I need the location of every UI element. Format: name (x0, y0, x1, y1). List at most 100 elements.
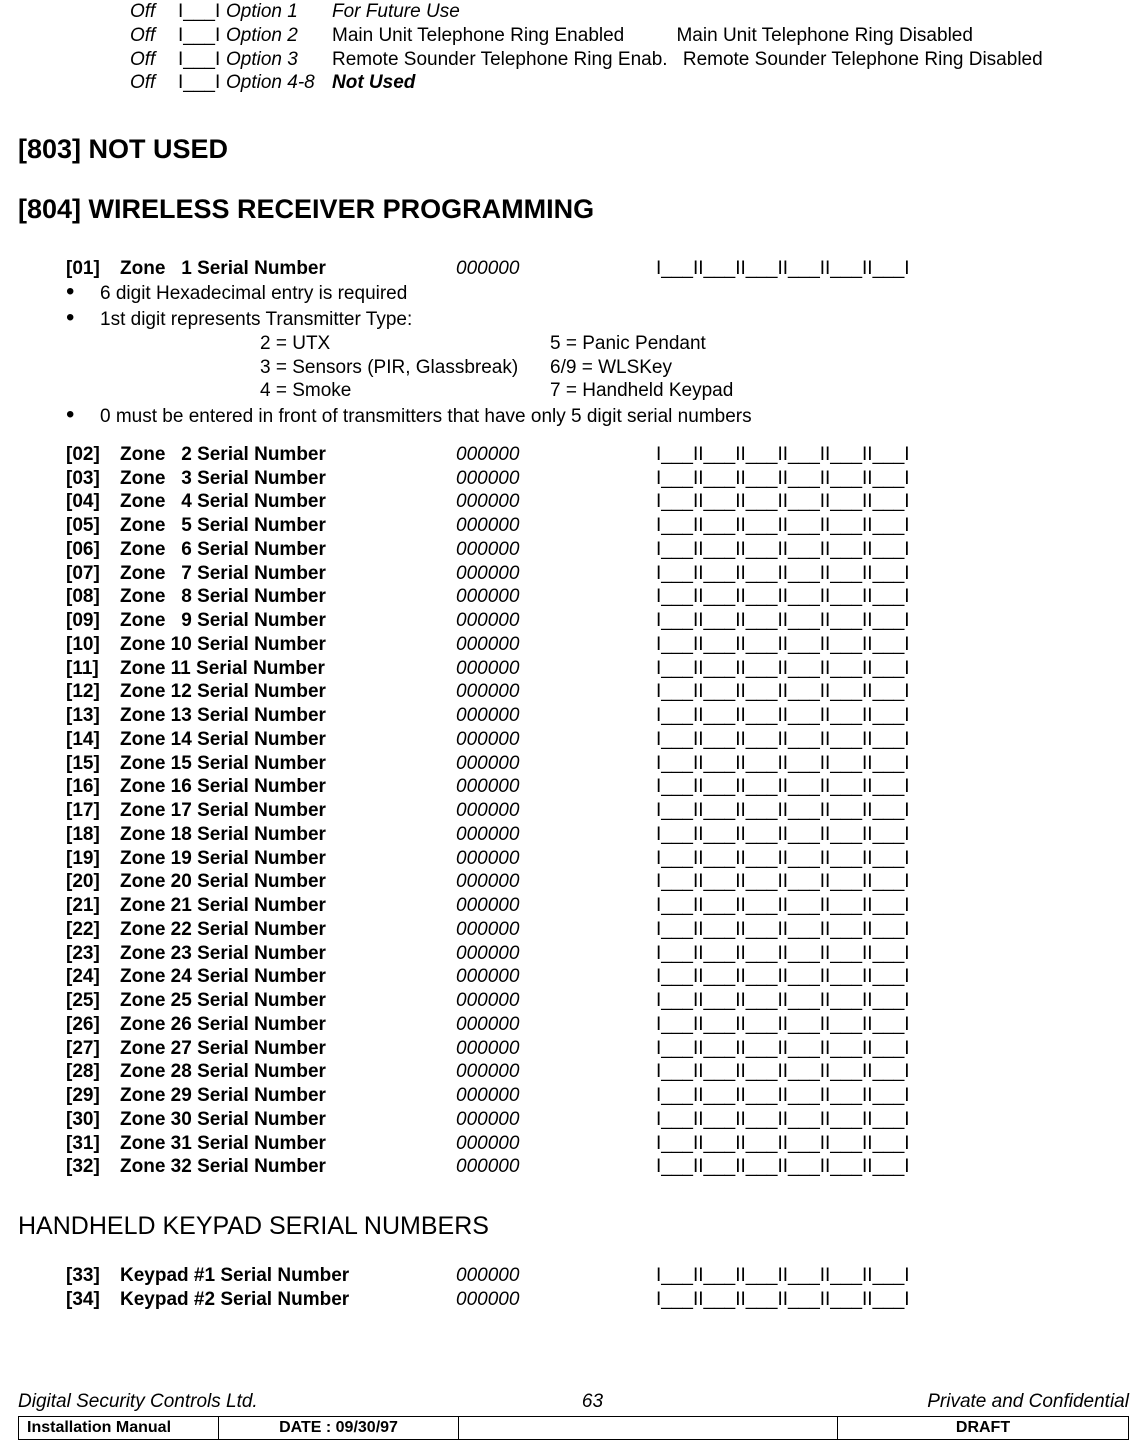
zone-list: [02]Zone 2 Serial Number000000I___II___I… (66, 443, 1129, 1179)
serial-label: Zone 22 Serial Number (120, 918, 456, 942)
serial-row: [26]Zone 26 Serial Number000000I___II___… (66, 1013, 1129, 1037)
bullet-text: 6 digit Hexadecimal entry is required (100, 282, 407, 306)
serial-boxes: I___II___II___II___II___II___I (656, 728, 910, 752)
option-slot: I___I (178, 24, 226, 48)
serial-idx: [14] (66, 728, 120, 752)
serial-row: [24]Zone 24 Serial Number000000I___II___… (66, 965, 1129, 989)
option-number: Option 2 (226, 24, 332, 48)
serial-row: [10]Zone 10 Serial Number000000I___II___… (66, 633, 1129, 657)
serial-label: Zone 15 Serial Number (120, 752, 456, 776)
serial-default: 000000 (456, 704, 656, 728)
option-slot: I___I (178, 0, 226, 24)
serial-row: [32]Zone 32 Serial Number000000I___II___… (66, 1155, 1129, 1179)
serial-row: [28]Zone 28 Serial Number000000I___II___… (66, 1060, 1129, 1084)
option-desc: For Future Use (332, 0, 460, 24)
serial-row: [34]Keypad #2 Serial Number000000I___II_… (66, 1288, 1129, 1312)
serial-idx: [25] (66, 989, 120, 1013)
serial-row: [23]Zone 23 Serial Number000000I___II___… (66, 942, 1129, 966)
serial-boxes: I___II___II___II___II___II___I (656, 704, 910, 728)
serial-idx: [22] (66, 918, 120, 942)
serial-boxes: I___II___II___II___II___II___I (656, 870, 910, 894)
serial-label: Zone 5 Serial Number (120, 514, 456, 538)
option-number: Option 3 (226, 48, 332, 72)
serial-default: 000000 (456, 1288, 656, 1312)
serial-row: [33]Keypad #1 Serial Number000000I___II_… (66, 1264, 1129, 1288)
serial-default: 000000 (456, 799, 656, 823)
serial-default: 000000 (456, 1060, 656, 1084)
serial-label: Zone 17 Serial Number (120, 799, 456, 823)
serial-default: 000000 (456, 775, 656, 799)
serial-idx: [18] (66, 823, 120, 847)
serial-default: 000000 (456, 562, 656, 586)
serial-idx: [02] (66, 443, 120, 467)
tx-left: 2 = UTX (260, 332, 550, 356)
serial-label: Zone 23 Serial Number (120, 942, 456, 966)
serial-default: 000000 (456, 1013, 656, 1037)
serial-row: [31]Zone 31 Serial Number000000I___II___… (66, 1132, 1129, 1156)
serial-default: 000000 (456, 1264, 656, 1288)
serial-idx: [21] (66, 894, 120, 918)
option-desc-right: Main Unit Telephone Ring Disabled (634, 24, 973, 48)
serial-label: Zone 32 Serial Number (120, 1155, 456, 1179)
serial-idx: [19] (66, 847, 120, 871)
serial-label: Keypad #1 Serial Number (120, 1264, 456, 1288)
serial-idx: [34] (66, 1288, 120, 1312)
serial-boxes: I___II___II___II___II___II___I (656, 1132, 910, 1156)
serial-boxes: I___II___II___II___II___II___I (656, 1155, 910, 1179)
serial-default: 000000 (456, 870, 656, 894)
serial-boxes: I___II___II___II___II___II___I (656, 490, 910, 514)
serial-idx: [06] (66, 538, 120, 562)
serial-default: 000000 (456, 538, 656, 562)
serial-idx: [05] (66, 514, 120, 538)
zone-label: Zone 1 Serial Number (120, 257, 456, 281)
zone-boxes: I___II___II___II___II___II___I (656, 257, 910, 281)
serial-label: Zone 10 Serial Number (120, 633, 456, 657)
serial-label: Zone 30 Serial Number (120, 1108, 456, 1132)
tx-left: 3 = Sensors (PIR, Glassbreak) (260, 356, 550, 380)
option-off: Off (130, 0, 178, 24)
serial-idx: [24] (66, 965, 120, 989)
serial-default: 000000 (456, 847, 656, 871)
serial-row: [04]Zone 4 Serial Number000000I___II___I… (66, 490, 1129, 514)
footer-draft: DRAFT (838, 1417, 1128, 1439)
serial-default: 000000 (456, 894, 656, 918)
serial-row: [03]Zone 3 Serial Number000000I___II___I… (66, 467, 1129, 491)
serial-boxes: I___II___II___II___II___II___I (656, 1084, 910, 1108)
serial-boxes: I___II___II___II___II___II___I (656, 965, 910, 989)
footer-page: 63 (582, 1390, 603, 1414)
serial-default: 000000 (456, 467, 656, 491)
tx-right: 7 = Handheld Keypad (550, 379, 733, 403)
tx-right: 6/9 = WLSKey (550, 356, 672, 380)
tx-left: 4 = Smoke (260, 379, 550, 403)
serial-label: Zone 12 Serial Number (120, 680, 456, 704)
serial-boxes: I___II___II___II___II___II___I (656, 467, 910, 491)
serial-label: Zone 4 Serial Number (120, 490, 456, 514)
serial-default: 000000 (456, 823, 656, 847)
serial-label: Zone 8 Serial Number (120, 585, 456, 609)
serial-row: [30]Zone 30 Serial Number000000I___II___… (66, 1108, 1129, 1132)
serial-default: 000000 (456, 443, 656, 467)
serial-idx: [27] (66, 1037, 120, 1061)
serial-boxes: I___II___II___II___II___II___I (656, 1264, 910, 1288)
serial-default: 000000 (456, 1084, 656, 1108)
serial-default: 000000 (456, 752, 656, 776)
serial-label: Zone 28 Serial Number (120, 1060, 456, 1084)
serial-row: [13]Zone 13 Serial Number000000I___II___… (66, 704, 1129, 728)
option-slot: I___I (178, 71, 226, 95)
serial-idx: [31] (66, 1132, 120, 1156)
serial-label: Zone 29 Serial Number (120, 1084, 456, 1108)
serial-label: Zone 11 Serial Number (120, 657, 456, 681)
serial-boxes: I___II___II___II___II___II___I (656, 514, 910, 538)
serial-row: [02]Zone 2 Serial Number000000I___II___I… (66, 443, 1129, 467)
serial-row: [17]Zone 17 Serial Number000000I___II___… (66, 799, 1129, 823)
footer-doc: Installation Manual (19, 1417, 219, 1439)
option-row: OffI___IOption 4-8Not Used (130, 71, 1129, 95)
serial-label: Zone 9 Serial Number (120, 609, 456, 633)
serial-idx: [28] (66, 1060, 120, 1084)
option-desc-right: Remote Sounder Telephone Ring Disabled (678, 48, 1043, 72)
serial-idx: [11] (66, 657, 120, 681)
serial-row: [27]Zone 27 Serial Number000000I___II___… (66, 1037, 1129, 1061)
serial-row: [18]Zone 18 Serial Number000000I___II___… (66, 823, 1129, 847)
bullet-3: • 0 must be entered in front of transmit… (66, 403, 1129, 429)
option-number: Option 4-8 (226, 71, 332, 95)
